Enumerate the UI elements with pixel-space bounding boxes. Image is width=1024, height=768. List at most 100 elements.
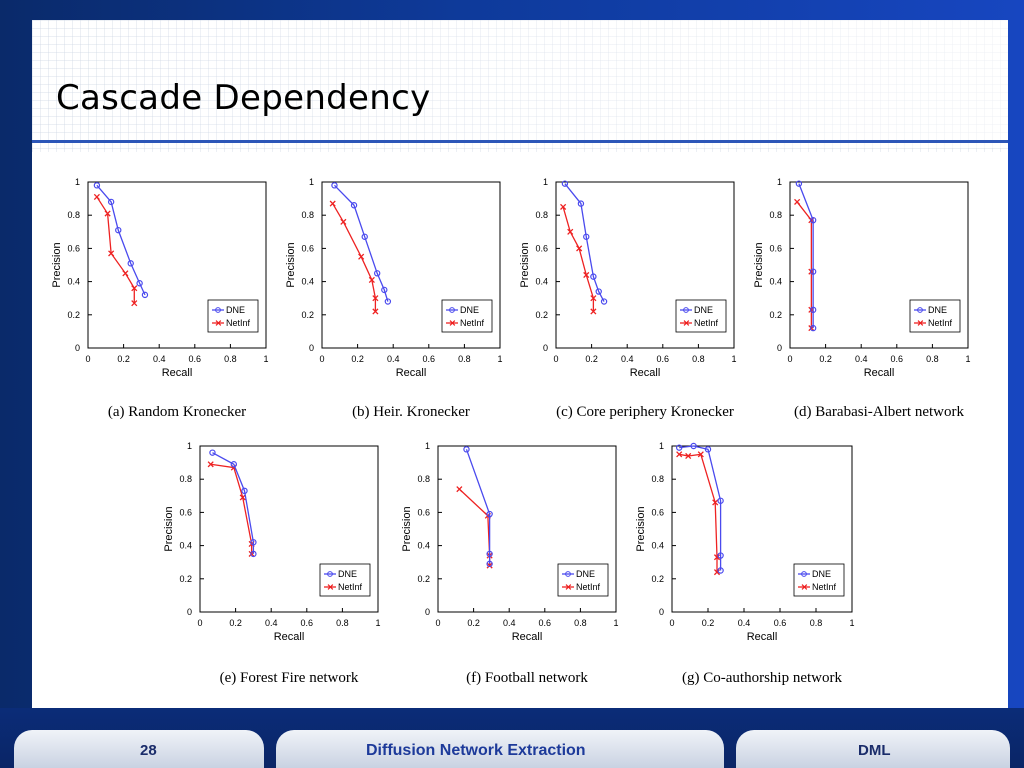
point-netinf: [794, 198, 801, 205]
x-tick-label: 0.2: [351, 354, 364, 364]
point-netinf: [486, 562, 493, 569]
y-tick-label: 0.2: [535, 310, 548, 320]
y-tick-label: 0.4: [651, 541, 664, 551]
point-netinf: [576, 245, 583, 252]
x-axis-label: Recall: [747, 631, 778, 643]
point-dne: [361, 233, 368, 240]
point-netinf: [713, 569, 721, 576]
y-tick-label: 0.4: [179, 541, 192, 551]
chart-1: 0 0.2 0.4 0.6 0.8 1 0 0.2 0.4 0.6 0.8 1 Recall Precis…: [51, 177, 269, 420]
y-tick-label: 0.6: [179, 507, 192, 517]
point-dne: [230, 461, 238, 468]
legend: DNE NetInf: [675, 299, 727, 333]
y-tick-label: 0.2: [769, 310, 782, 320]
x-tick-label: 1: [849, 618, 854, 628]
footer-left-panel: [14, 730, 264, 768]
point-dne: [486, 560, 493, 568]
x-tick-label: 0: [197, 618, 202, 628]
y-tick-label: 0.2: [651, 574, 664, 584]
x-tick-label: 0.8: [458, 354, 471, 364]
x-tick-label: 0.6: [539, 618, 552, 628]
point-netinf: [590, 295, 597, 302]
y-tick-label: 0: [543, 343, 548, 353]
x-tick-label: 1: [613, 618, 618, 628]
point-netinf: [676, 451, 683, 458]
x-tick-label: 1: [497, 354, 502, 364]
series-line-netinf: [562, 206, 595, 312]
point-dne: [381, 286, 388, 294]
chart-6: 0 0.2 0.4 0.6 0.8 1 0 0.2 0.4 0.6 0.8 1 Recall Precis…: [401, 441, 619, 686]
x-tick-label: 0.6: [423, 354, 436, 364]
y-tick-label: 0: [659, 607, 664, 617]
legend-label-dne: DNE: [928, 305, 947, 315]
point-netinf: [131, 285, 138, 292]
point-dne: [795, 180, 803, 187]
x-tick-label: 0.8: [926, 354, 939, 364]
y-tick-label: 1: [75, 177, 80, 187]
series-line-dne: [564, 183, 605, 302]
legend-label-netinf: NetInf: [460, 318, 485, 328]
y-tick-label: 1: [543, 177, 548, 187]
series-line-dne: [333, 184, 389, 302]
chart-5: 0 0.2 0.4 0.6 0.8 1 0 0.2 0.4 0.6 0.8 1 Recall Precis…: [163, 441, 381, 686]
point-dne: [250, 539, 257, 546]
chart-caption: (g) Co-authorship network: [682, 670, 842, 686]
legend: DNE NetInf: [909, 299, 961, 333]
point-netinf: [560, 203, 567, 210]
y-tick-label: 0: [425, 607, 430, 617]
point-dne: [486, 510, 493, 518]
point-dne: [595, 288, 602, 295]
y-tick-label: 0.6: [769, 243, 782, 253]
legend-label-netinf: NetInf: [226, 318, 251, 328]
y-tick-label: 0.6: [535, 243, 548, 253]
point-dne: [809, 216, 817, 224]
y-tick-label: 0.4: [67, 277, 80, 287]
legend-marker-dne: [917, 307, 923, 313]
x-tick-label: 0.4: [738, 618, 751, 628]
chart-7: 0 0.2 0.4 0.6 0.8 1 0 0.2 0.4 0.6 0.8 1 Recall Precis…: [635, 441, 855, 686]
point-dne: [809, 324, 817, 332]
legend-label-netinf: NetInf: [694, 318, 719, 328]
legend-marker-dne: [215, 307, 221, 313]
point-dne: [384, 298, 392, 305]
legend-label-netinf: NetInf: [812, 582, 837, 592]
point-dne: [107, 198, 115, 206]
point-dne: [561, 180, 569, 187]
y-tick-label: 1: [187, 441, 192, 451]
point-netinf: [368, 276, 375, 283]
point-dne: [486, 550, 493, 558]
x-axis-label: Recall: [274, 631, 305, 643]
y-tick-label: 0.4: [301, 277, 314, 287]
point-dne: [690, 442, 697, 450]
point-netinf: [239, 494, 246, 501]
point-dne: [350, 202, 358, 209]
y-axis-label: Precision: [635, 506, 647, 551]
y-tick-label: 0: [75, 343, 80, 353]
chart-2: 0 0.2 0.4 0.6 0.8 1 0 0.2 0.4 0.6 0.8 1 Recall Precis…: [285, 177, 503, 420]
x-tick-label: 0.6: [301, 618, 314, 628]
legend-box: [207, 299, 259, 333]
y-axis-label: Precision: [51, 242, 63, 287]
point-netinf: [372, 295, 379, 302]
y-tick-label: 0.2: [417, 574, 430, 584]
y-axis-label: Precision: [401, 506, 413, 551]
legend-marker-netinf: [683, 320, 690, 326]
point-dne: [600, 298, 608, 305]
y-tick-label: 0.2: [179, 574, 192, 584]
chart-caption: (d) Barabasi-Albert network: [794, 404, 964, 420]
legend-box: [675, 299, 727, 333]
x-tick-label: 0.2: [585, 354, 598, 364]
x-tick-label: 0.4: [387, 354, 400, 364]
legend-label-dne: DNE: [694, 305, 713, 315]
point-netinf: [567, 228, 574, 235]
point-netinf: [340, 218, 347, 225]
chart-caption: (f) Football network: [466, 670, 588, 686]
legend-marker-dne: [327, 571, 333, 577]
x-tick-label: 0.4: [621, 354, 634, 364]
legend-marker-netinf: [565, 584, 572, 590]
legend-marker-netinf: [917, 320, 924, 326]
footer-title: Diffusion Network Extraction: [366, 742, 586, 759]
chart-4: 0 0.2 0.4 0.6 0.8 1 0 0.2 0.4 0.6 0.8 1 Recall Precis…: [753, 177, 971, 420]
x-tick-label: 0.2: [117, 354, 130, 364]
charts-figure: 0 0.2 0.4 0.6 0.8 1 0 0.2 0.4 0.6 0.8 1 Recall Precis…: [51, 177, 971, 686]
